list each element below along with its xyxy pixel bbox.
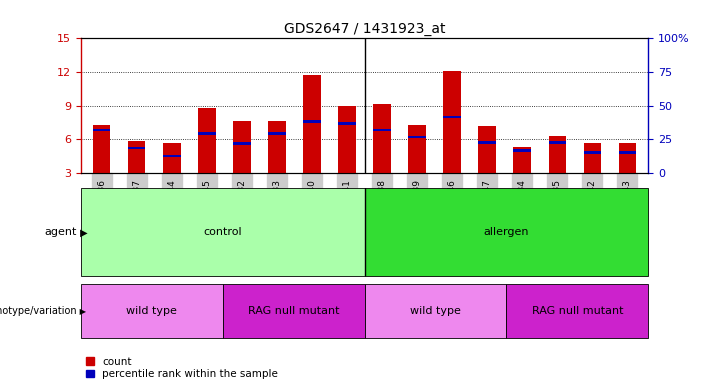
- Bar: [409, 125, 426, 173]
- Text: genotype/variation: genotype/variation: [0, 306, 77, 316]
- Bar: [81, 188, 365, 276]
- Bar: [365, 188, 648, 276]
- Bar: [507, 284, 648, 338]
- Bar: [374, 129, 391, 131]
- Bar: [233, 121, 251, 173]
- Bar: [444, 116, 461, 118]
- Bar: [339, 106, 356, 173]
- Legend: count, percentile rank within the sample: count, percentile rank within the sample: [86, 357, 278, 379]
- Bar: [93, 125, 111, 173]
- Text: wild type: wild type: [126, 306, 177, 316]
- Text: RAG null mutant: RAG null mutant: [247, 306, 339, 316]
- Bar: [303, 120, 320, 122]
- Text: wild type: wild type: [410, 306, 461, 316]
- Bar: [409, 136, 426, 138]
- Bar: [549, 136, 566, 173]
- Bar: [268, 132, 286, 135]
- Bar: [478, 141, 496, 144]
- Bar: [268, 121, 286, 173]
- Bar: [619, 142, 637, 173]
- Bar: [584, 151, 601, 154]
- Bar: [549, 141, 566, 144]
- Bar: [223, 284, 365, 338]
- Bar: [303, 75, 320, 173]
- Text: RAG null mutant: RAG null mutant: [531, 306, 623, 316]
- Bar: [128, 141, 146, 173]
- Bar: [81, 284, 223, 338]
- Bar: [584, 142, 601, 173]
- Bar: [339, 122, 356, 125]
- Bar: [478, 126, 496, 173]
- Bar: [374, 104, 391, 173]
- Bar: [619, 151, 637, 154]
- Bar: [93, 129, 111, 131]
- Bar: [163, 142, 181, 173]
- Text: agent: agent: [45, 227, 77, 237]
- Text: control: control: [203, 227, 242, 237]
- Bar: [365, 284, 507, 338]
- Bar: [128, 147, 146, 149]
- Bar: [198, 108, 216, 173]
- Text: allergen: allergen: [484, 227, 529, 237]
- Bar: [514, 147, 531, 173]
- Bar: [444, 71, 461, 173]
- Title: GDS2647 / 1431923_at: GDS2647 / 1431923_at: [284, 22, 445, 36]
- Bar: [233, 142, 251, 145]
- Text: ▶: ▶: [77, 227, 88, 237]
- Bar: [163, 155, 181, 157]
- Bar: [514, 149, 531, 152]
- Text: ▶: ▶: [77, 306, 86, 316]
- Bar: [198, 132, 216, 135]
